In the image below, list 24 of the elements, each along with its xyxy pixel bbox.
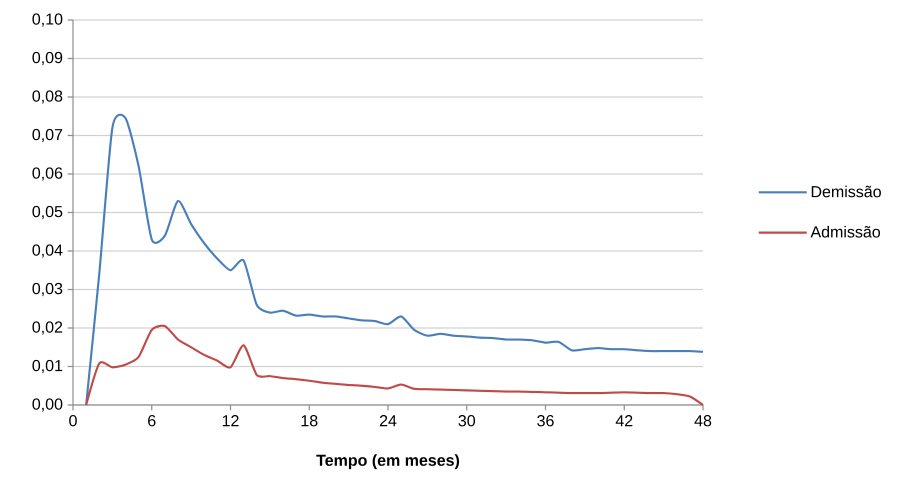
legend-label: Demissão xyxy=(812,186,881,198)
x-tick-label: 36 xyxy=(537,415,554,426)
y-tick-label: 0,09 xyxy=(32,52,62,66)
x-tick-label: 0 xyxy=(69,415,77,426)
y-tick-label: 0,10 xyxy=(32,13,62,27)
y-tick-label: 0,00 xyxy=(32,398,62,412)
x-axis-title: Tempo (em meses) xyxy=(316,454,460,470)
y-tick-label: 0,02 xyxy=(32,321,62,335)
y-tick-label: 0,06 xyxy=(32,167,62,181)
y-tick-label: 0,08 xyxy=(32,90,62,104)
legend-label: Admissão xyxy=(810,226,880,238)
y-tick-label: 0,01 xyxy=(32,360,62,374)
line-series xyxy=(85,324,704,406)
y-tick-label: 0,03 xyxy=(32,282,62,296)
y-tick-label: 0,07 xyxy=(32,128,62,142)
x-tick-label: 24 xyxy=(380,415,396,426)
x-tick-label: 48 xyxy=(694,415,712,426)
x-tick-label: 12 xyxy=(222,415,239,426)
y-tick-label: 0,05 xyxy=(32,206,62,220)
x-tick-label: 18 xyxy=(302,415,318,426)
x-tick-label: 42 xyxy=(616,415,632,426)
y-tick-label: 0,04 xyxy=(32,244,62,258)
x-tick-label: 30 xyxy=(458,415,476,426)
x-tick-label: 6 xyxy=(148,415,156,426)
